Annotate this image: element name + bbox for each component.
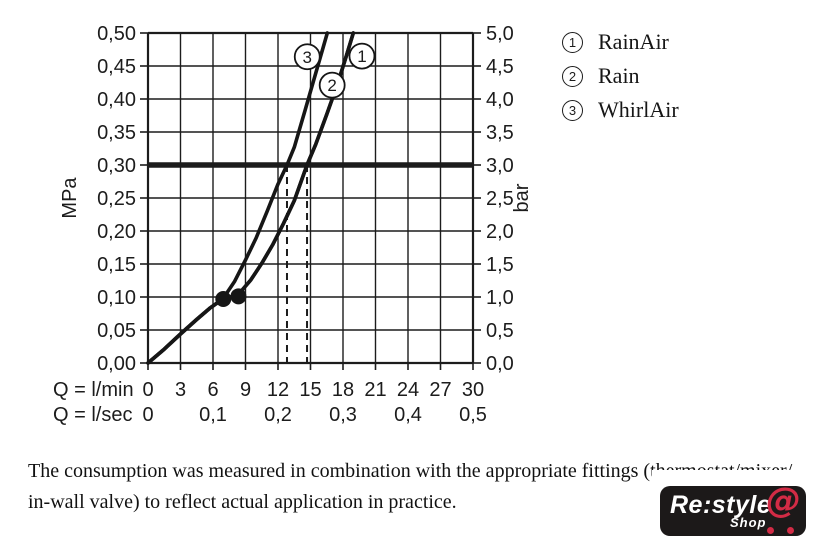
svg-text:0: 0	[142, 404, 153, 426]
svg-text:9: 9	[240, 379, 251, 401]
svg-text:0,15: 0,15	[97, 254, 136, 276]
logo-shop-text: Shop	[730, 515, 767, 530]
svg-text:2,0: 2,0	[486, 221, 514, 243]
svg-text:3: 3	[303, 48, 312, 67]
svg-text:0,1: 0,1	[199, 404, 227, 426]
svg-text:0,45: 0,45	[97, 56, 136, 78]
svg-text:18: 18	[332, 379, 354, 401]
svg-text:4,5: 4,5	[486, 56, 514, 78]
svg-text:0,0: 0,0	[486, 353, 514, 375]
curve-junction-dots	[215, 288, 247, 307]
measurement-note-line1: The consumption was measured in combinat…	[28, 460, 793, 482]
svg-text:3,5: 3,5	[486, 122, 514, 144]
y-axis-title-mpa: MPa	[59, 177, 81, 219]
legend-item-whirlair: 3 WhirlAir	[562, 98, 679, 122]
svg-text:12: 12	[267, 379, 289, 401]
x-axis-lmin-labels: 0 3 6 9 12 15 18 21 24 27 30	[142, 379, 484, 401]
svg-text:3,0: 3,0	[486, 155, 514, 177]
svg-text:Q = l/sec: Q = l/sec	[53, 404, 132, 426]
legend-item-rain: 2 Rain	[562, 64, 679, 88]
svg-text:0,05: 0,05	[97, 320, 136, 342]
svg-text:1,0: 1,0	[486, 287, 514, 309]
legend-label: Rain	[598, 63, 640, 88]
svg-text:0,10: 0,10	[97, 287, 136, 309]
grid	[146, 31, 475, 365]
svg-text:0,5: 0,5	[486, 320, 514, 342]
svg-text:3: 3	[175, 379, 186, 401]
svg-text:27: 27	[429, 379, 451, 401]
legend-item-rainair: 1 RainAir	[562, 30, 679, 54]
logo-brand-text: Re:style	[670, 491, 772, 519]
restyle-shop-watermark: Re:style Shop @	[652, 470, 814, 542]
y-axis-left-labels: 0,00 0,05 0,10 0,15 0,20 0,25 0,30 0,35 0,40 0,45…	[97, 23, 136, 375]
curve-whirlair	[146, 31, 330, 365]
svg-text:0,3: 0,3	[329, 404, 357, 426]
legend-label: RainAir	[598, 29, 669, 54]
x-axis-title-lmin: Q = l/min	[53, 379, 134, 401]
legend-number-3-icon: 3	[562, 99, 583, 121]
svg-text:21: 21	[364, 379, 386, 401]
svg-text:2,5: 2,5	[486, 188, 514, 210]
legend-number-1-icon: 1	[562, 31, 583, 53]
legend-number-2-icon: 2	[562, 65, 583, 87]
cart-at-icon: @	[766, 481, 801, 521]
svg-text:0,50: 0,50	[97, 23, 136, 45]
svg-text:1,5: 1,5	[486, 254, 514, 276]
curve-number-labels: 1 23	[293, 42, 376, 99]
dashed-guides	[285, 165, 309, 363]
svg-text:0,25: 0,25	[97, 188, 136, 210]
svg-text:0,40: 0,40	[97, 89, 136, 111]
svg-text:0,4: 0,4	[394, 404, 422, 426]
restyle-shop-logo: Re:style Shop @	[660, 481, 806, 536]
cart-wheel-icon	[787, 527, 794, 534]
svg-text:15: 15	[299, 379, 321, 401]
svg-text:MPa: MPa	[59, 177, 81, 219]
svg-text:0,35: 0,35	[97, 122, 136, 144]
svg-text:5,0: 5,0	[486, 23, 514, 45]
svg-text:0: 0	[142, 379, 153, 401]
svg-text:1: 1	[357, 47, 366, 66]
svg-text:bar: bar	[511, 183, 533, 212]
flow-pressure-chart: 1230,000,050,100,150,200,250,300,350,400…	[53, 23, 533, 426]
svg-text:30: 30	[462, 379, 484, 401]
svg-text:Q = l/min: Q = l/min	[53, 379, 134, 401]
svg-text:4,0: 4,0	[486, 89, 514, 111]
y-axis-right-labels: 0,0 0,5 1,0 1,5 2,0 2,5 3,0 3,5 4,0 4,5 5,0	[486, 23, 514, 375]
x-axis-title-lsec: Q = l/sec	[53, 404, 132, 426]
measurement-note-line2: in-wall valve) to reflect actual applica…	[28, 491, 457, 513]
svg-text:0,5: 0,5	[459, 404, 487, 426]
svg-text:0,30: 0,30	[97, 155, 136, 177]
svg-text:6: 6	[207, 379, 218, 401]
svg-text:0,2: 0,2	[264, 404, 292, 426]
measurement-note: The consumption was measured in combinat…	[28, 456, 818, 518]
svg-text:0,20: 0,20	[97, 221, 136, 243]
chart-legend: 1 RainAir 2 Rain 3 WhirlAir	[562, 30, 679, 132]
cart-wheel-icon	[767, 527, 774, 534]
svg-text:0,00: 0,00	[97, 353, 136, 375]
x-axis-lsec-labels: 0 0,1 0,2 0,3 0,4 0,5	[142, 404, 486, 426]
legend-label: WhirlAir	[598, 97, 679, 122]
y-axis-title-bar: bar	[511, 183, 533, 212]
svg-text:2: 2	[327, 76, 336, 95]
svg-text:24: 24	[397, 379, 419, 401]
